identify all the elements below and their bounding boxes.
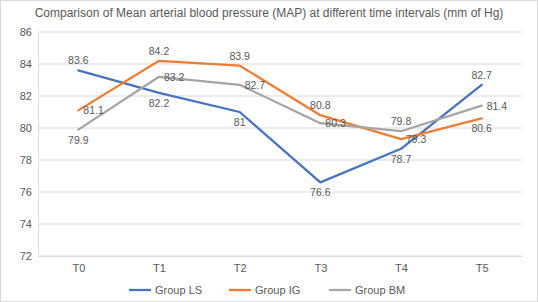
y-tick: 72 [20, 250, 38, 262]
grid-line [38, 192, 522, 193]
data-label: 82.7 [245, 79, 266, 91]
y-tick-label: 74 [20, 218, 32, 230]
data-label: 83.9 [229, 50, 250, 62]
y-tick-label: 80 [20, 122, 32, 134]
legend-swatch [329, 289, 351, 291]
grid-line [38, 224, 522, 225]
x-tick: T4 [395, 256, 408, 274]
x-tick-label: T3 [314, 262, 327, 274]
y-tick: 82 [20, 90, 38, 102]
grid-line [38, 32, 522, 33]
grid [38, 32, 522, 256]
y-tick: 84 [20, 58, 38, 70]
x-tick-label: T0 [72, 262, 85, 274]
grid-line [38, 96, 522, 97]
x-tick-label: T5 [476, 262, 489, 274]
data-label: 82.2 [149, 97, 170, 109]
grid-line [38, 160, 522, 161]
x-tick: T2 [234, 256, 247, 274]
grid-line [38, 64, 522, 65]
data-label: 79.9 [68, 134, 89, 146]
x-axis: T0 T1 T2 T3 T4 T5 [39, 256, 523, 274]
data-label: 82.7 [471, 69, 492, 81]
y-tick-label: 84 [20, 58, 32, 70]
data-label: 79.3 [406, 133, 427, 145]
y-tick-label: 86 [20, 26, 32, 38]
legend-item: Group LS [129, 284, 202, 296]
legend-swatch [229, 289, 251, 291]
x-tick: T5 [476, 256, 489, 274]
x-axis-line [39, 256, 523, 257]
x-tick: T3 [314, 256, 327, 274]
data-label: 80.6 [471, 122, 492, 134]
y-tick-label: 78 [20, 154, 32, 166]
y-tick-label: 82 [20, 90, 32, 102]
grid-line [38, 256, 522, 257]
data-label: 83.6 [68, 54, 89, 66]
y-axis: 72 74 76 78 80 82 84 86 [20, 26, 39, 262]
plot: 72 74 76 78 80 82 84 86 T0 T1 T2 T3 T4 T5 83.6 82.2 81 76… [20, 26, 523, 274]
data-label: 79.8 [391, 115, 412, 127]
y-tick-label: 76 [20, 186, 32, 198]
chart: Comparison of Mean arterial blood pressu… [0, 0, 538, 302]
x-tick-label: T1 [153, 262, 166, 274]
series-line [78, 77, 481, 131]
y-tick: 78 [20, 154, 38, 166]
y-tick: 76 [20, 186, 38, 198]
data-label: 83.2 [164, 71, 185, 83]
legend-item: Group IG [229, 284, 300, 296]
title: Comparison of Mean arterial blood pressu… [35, 6, 504, 20]
series-line [78, 70, 481, 182]
legend-label: Group BM [355, 284, 405, 296]
x-tick: T0 [72, 256, 85, 274]
data-label: 81.1 [83, 104, 104, 116]
legend-label: Group LS [155, 284, 202, 296]
series-group [78, 61, 481, 183]
legend-swatch [129, 289, 151, 291]
series-line [78, 61, 481, 139]
data-labels: 83.6 82.2 81 76.6 78.7 82.7 81.1 84.2 83.9 80.8 79… [68, 45, 507, 199]
y-tick: 74 [20, 218, 38, 230]
x-tick-label: T4 [395, 262, 408, 274]
data-label: 84.2 [149, 45, 170, 57]
chart-border [1, 1, 538, 302]
y-axis-line [38, 33, 39, 257]
legend-label: Group IG [255, 284, 300, 296]
data-label: 80.8 [310, 99, 331, 111]
y-tick: 80 [20, 122, 38, 134]
data-label: 76.6 [310, 186, 331, 198]
data-label: 81 [234, 116, 246, 128]
data-label: 81.4 [487, 100, 508, 112]
x-tick: T1 [153, 256, 166, 274]
legend: Group LS Group IG Group BM [129, 284, 405, 296]
data-label: 80.3 [325, 117, 346, 129]
data-label: 78.7 [391, 153, 412, 165]
legend-item: Group BM [329, 284, 405, 296]
x-tick-label: T2 [234, 262, 247, 274]
y-tick: 86 [20, 26, 38, 38]
y-tick-label: 72 [20, 250, 32, 262]
